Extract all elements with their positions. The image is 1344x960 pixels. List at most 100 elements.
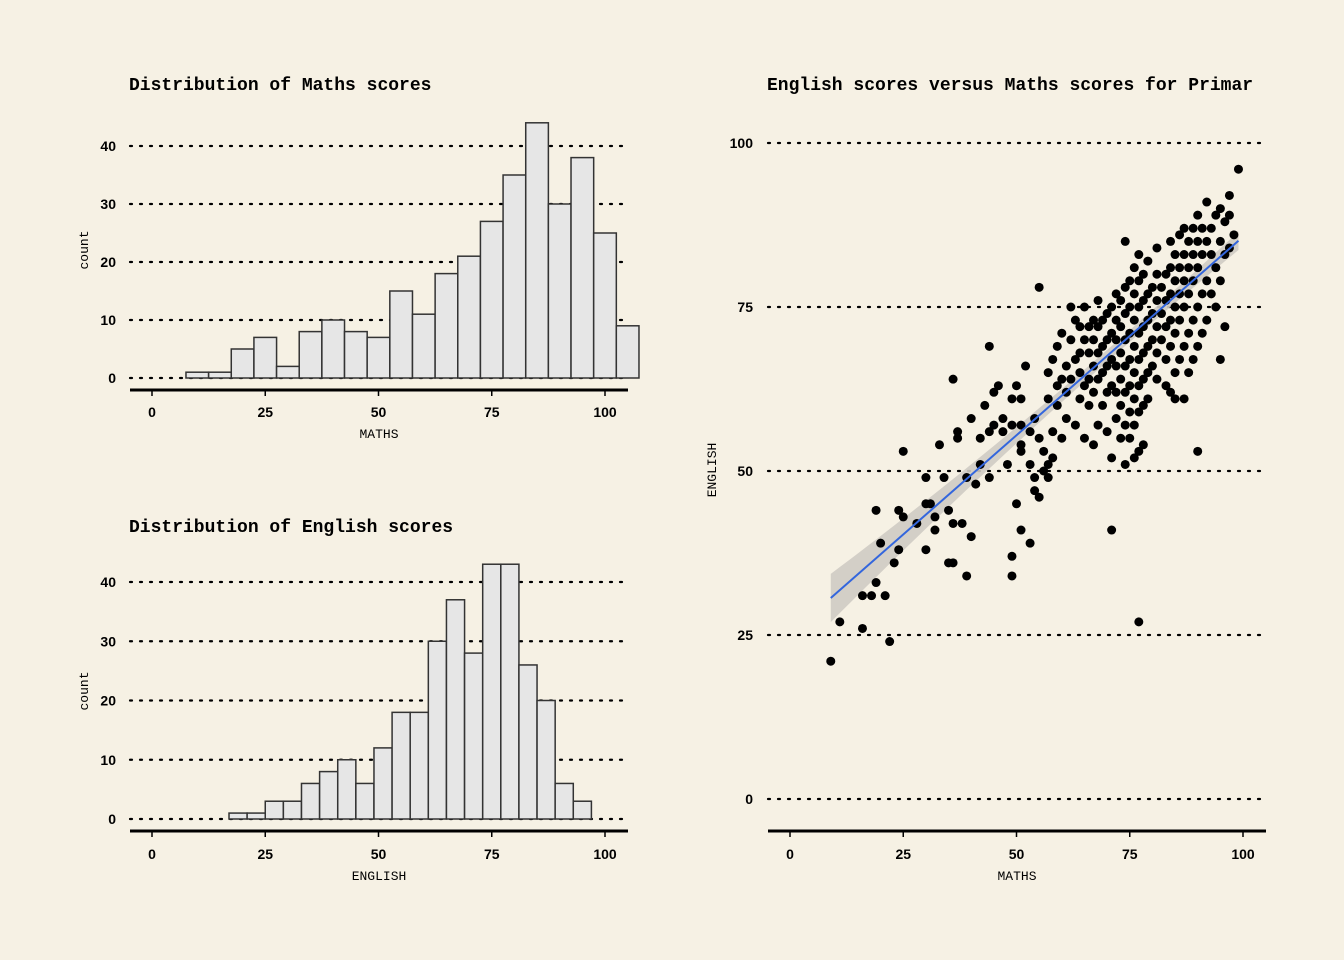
- data-point: [1184, 328, 1194, 338]
- data-point: [1107, 525, 1117, 535]
- histogram-bar: [336, 759, 357, 820]
- data-point: [1066, 335, 1076, 345]
- data-point: [1111, 387, 1121, 397]
- x-tick-label: 50: [371, 404, 387, 420]
- data-point: [934, 440, 944, 450]
- data-point: [998, 427, 1008, 437]
- data-point: [1179, 341, 1189, 351]
- data-point: [1143, 394, 1153, 404]
- data-point: [1107, 354, 1117, 364]
- histogram-bar: [572, 800, 593, 820]
- data-point: [1206, 289, 1216, 299]
- data-point: [1138, 400, 1148, 410]
- data-point: [1093, 322, 1103, 332]
- data-point: [1211, 263, 1221, 273]
- data-point: [1057, 433, 1067, 443]
- data-point: [1111, 414, 1121, 424]
- data-point: [957, 518, 967, 528]
- data-point: [1197, 289, 1207, 299]
- x-axis-label: MATHS: [997, 869, 1036, 884]
- data-point: [1175, 263, 1185, 273]
- data-point: [1184, 289, 1194, 299]
- histogram-bar: [427, 640, 448, 820]
- data-point: [930, 512, 940, 522]
- data-point: [1102, 309, 1112, 319]
- data-point: [921, 545, 931, 555]
- histogram-bar: [300, 782, 321, 820]
- data-point: [1233, 164, 1243, 174]
- data-point: [1138, 295, 1148, 305]
- data-point: [1061, 414, 1071, 424]
- data-point: [1098, 341, 1108, 351]
- data-point: [1134, 354, 1144, 364]
- x-tick-label: 0: [786, 846, 794, 862]
- data-point: [1048, 453, 1058, 463]
- data-point: [1147, 282, 1157, 292]
- data-point: [1039, 446, 1049, 456]
- histogram-bar: [264, 800, 285, 820]
- data-point: [894, 505, 904, 515]
- data-point: [1093, 420, 1103, 430]
- y-tick-label: 75: [737, 299, 753, 315]
- data-point: [1224, 210, 1234, 220]
- data-point: [1125, 407, 1135, 417]
- data-point: [1179, 302, 1189, 312]
- data-point: [1179, 250, 1189, 260]
- histogram-bar: [479, 220, 504, 379]
- data-point: [898, 446, 908, 456]
- data-point: [1102, 361, 1112, 371]
- data-point: [867, 591, 877, 601]
- y-tick-label: 25: [737, 627, 753, 643]
- data-point: [1129, 368, 1139, 378]
- histogram-bar: [554, 782, 575, 820]
- data-point: [1170, 368, 1180, 378]
- data-point: [1075, 348, 1085, 358]
- chart-title: English scores versus Maths scores for P…: [767, 76, 1253, 96]
- data-point: [1034, 492, 1044, 502]
- data-point: [1093, 295, 1103, 305]
- data-point: [1025, 427, 1035, 437]
- data-point: [1143, 256, 1153, 266]
- data-point: [1220, 217, 1230, 227]
- data-point: [1134, 446, 1144, 456]
- data-point: [1215, 354, 1225, 364]
- data-point: [857, 591, 867, 601]
- y-axis-label: count: [77, 671, 92, 710]
- data-point: [1179, 223, 1189, 233]
- data-point: [1138, 348, 1148, 358]
- data-point: [925, 499, 935, 509]
- data-point: [1070, 420, 1080, 430]
- y-tick-label: 40: [100, 574, 116, 590]
- y-axis-label: count: [77, 230, 92, 269]
- data-point: [1170, 250, 1180, 260]
- x-tick-label: 100: [593, 846, 617, 862]
- data-point: [1166, 341, 1176, 351]
- data-point: [948, 558, 958, 568]
- data-point: [1098, 315, 1108, 325]
- y-tick-label: 10: [100, 312, 116, 328]
- histogram-bar: [518, 664, 538, 820]
- x-tick-label: 100: [1231, 846, 1255, 862]
- data-point: [1193, 236, 1203, 246]
- data-point: [1107, 328, 1117, 338]
- data-point: [921, 473, 931, 483]
- x-tick-label: 25: [257, 846, 273, 862]
- histogram-bar: [463, 652, 484, 820]
- data-point: [1098, 368, 1108, 378]
- data-point: [1070, 354, 1080, 364]
- histogram-bar: [411, 313, 436, 379]
- histogram-bar: [502, 174, 527, 379]
- histogram-bar: [434, 272, 459, 379]
- data-point: [1152, 348, 1162, 358]
- histogram-bar: [547, 203, 572, 379]
- data-point: [1089, 335, 1099, 345]
- x-tick-label: 25: [257, 404, 273, 420]
- data-point: [1089, 387, 1099, 397]
- data-point: [1175, 230, 1185, 240]
- data-point: [1138, 374, 1148, 384]
- histogram-bar: [409, 711, 430, 820]
- data-point: [1161, 269, 1171, 279]
- data-point: [1134, 407, 1144, 417]
- data-point: [1197, 223, 1207, 233]
